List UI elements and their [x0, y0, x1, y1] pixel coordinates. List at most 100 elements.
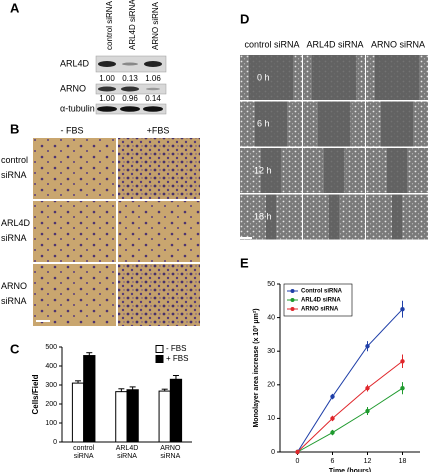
marker — [330, 416, 335, 421]
legend-label: Control siRNA — [301, 289, 343, 295]
wound-gap — [261, 148, 281, 193]
y-tick-label: 50 — [267, 281, 275, 288]
blot-band — [144, 61, 162, 67]
panel-label: B — [10, 121, 19, 136]
blot-band — [120, 106, 140, 112]
x-tick-label: 0 — [296, 458, 300, 465]
micrograph — [118, 138, 200, 199]
image-column-label: +FBS — [147, 125, 170, 135]
micrograph — [118, 264, 200, 326]
y-tick-label: 300 — [45, 382, 57, 389]
blot-ratio: 0.13 — [122, 74, 138, 83]
legend-label: - FBS — [166, 344, 186, 353]
image-column-label: ARL4D siRNA — [306, 39, 363, 49]
blot-band — [146, 87, 160, 91]
blot-band — [122, 62, 138, 66]
micrograph — [33, 138, 116, 199]
blot-band — [143, 106, 163, 112]
y-axis-title: Monolayer area increase (x 10³ μm²) — [253, 308, 260, 427]
y-tick-label: 400 — [45, 363, 57, 370]
blot-ratio: 1.00 — [99, 74, 115, 83]
blot-column-label: control siRNA — [105, 0, 114, 50]
x-tick-label: ARL4D siRNA — [115, 445, 139, 460]
marker — [365, 385, 370, 391]
marker — [330, 394, 335, 399]
y-tick-label: 30 — [267, 348, 275, 355]
bar — [169, 378, 183, 443]
wound-gap — [318, 101, 350, 147]
y-tick-label: 40 — [267, 314, 275, 321]
y-tick-label: 200 — [45, 401, 57, 408]
image-row-label: control siRNA — [1, 155, 29, 180]
marker — [295, 449, 300, 455]
micrograph — [118, 201, 200, 262]
legend-label: ARNO siRNA — [301, 307, 339, 313]
line — [297, 308, 403, 453]
blot-ratio: 1.00 — [99, 94, 115, 103]
blot-band — [98, 61, 116, 67]
image-column-label: - FBS — [60, 125, 83, 135]
wound-gap — [329, 194, 339, 240]
blot-ratio: 0.14 — [145, 94, 161, 103]
blot-band — [121, 86, 139, 92]
wound-gap — [324, 148, 344, 193]
bar — [126, 389, 139, 443]
y-tick-label: 0 — [271, 449, 275, 456]
blot-column-label: ARL4D siRNA — [128, 0, 137, 50]
legend-label: + FBS — [166, 354, 188, 363]
x-tick-label: ARNO siRNA — [160, 445, 181, 460]
marker — [365, 343, 370, 349]
marker — [330, 430, 335, 435]
blot-band — [97, 106, 117, 112]
x-tick-label: 6 — [331, 458, 335, 465]
legend-label: ARL4D siRNA — [301, 298, 341, 304]
legend-swatch — [155, 355, 164, 363]
image-row-label: 6 h — [257, 118, 270, 128]
y-tick-label: 100 — [45, 420, 57, 427]
panel-label: A — [10, 0, 20, 15]
legend-swatch — [155, 345, 164, 353]
bar — [71, 382, 85, 443]
panel-label: C — [10, 341, 20, 356]
marker — [400, 307, 405, 312]
blot-band — [98, 86, 116, 92]
x-axis-title: Time (hours) — [329, 468, 371, 472]
bar — [83, 355, 96, 443]
y-axis-title: Cells/Field — [31, 374, 40, 414]
y-tick-label: 0 — [53, 439, 57, 446]
image-row-label: ARL4D siRNA — [1, 218, 31, 243]
blot-ratio: 0.96 — [122, 94, 138, 103]
legend-swatch — [290, 307, 295, 311]
marker — [400, 359, 405, 364]
bar — [158, 390, 171, 443]
wound-grid — [240, 55, 428, 240]
line — [297, 360, 403, 453]
chart: 0 100 200 300 400 500 Cells/Field - FBS+ FBS — [31, 344, 192, 446]
wound-gap — [387, 148, 407, 193]
marker — [365, 408, 370, 414]
image-column-label: control siRNA — [244, 39, 299, 49]
x-tick-label: 12 — [364, 458, 372, 465]
line — [297, 387, 403, 453]
blot-ratio: 1.06 — [145, 74, 161, 83]
micrograph — [33, 264, 116, 326]
wound-gap — [392, 194, 402, 240]
wound-gap — [249, 55, 293, 100]
micrograph — [33, 201, 116, 262]
marker — [400, 385, 405, 391]
panel-label: E — [240, 255, 249, 270]
blot-column-label: ARNO siRNA — [151, 1, 160, 50]
legend-swatch — [290, 289, 295, 293]
y-tick-label: 500 — [45, 344, 57, 351]
image-row-label: 0 h — [257, 72, 270, 82]
x-tick-label: 18 — [399, 458, 407, 465]
y-tick-label: 10 — [267, 415, 275, 422]
image-row-label: 12 h — [254, 165, 272, 175]
wound-gap — [375, 55, 419, 100]
legend-swatch — [290, 298, 295, 302]
wound-gap — [266, 194, 276, 240]
x-tick-label: control siRNA — [73, 445, 95, 460]
wound-gap — [381, 101, 413, 147]
blot-row-label: α-tubulin — [60, 103, 95, 113]
